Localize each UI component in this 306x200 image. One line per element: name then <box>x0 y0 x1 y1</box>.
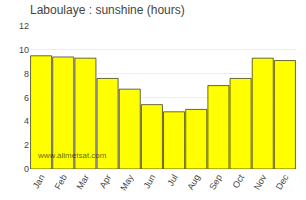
svg-text:Aug: Aug <box>185 173 202 192</box>
svg-text:Jun: Jun <box>142 173 158 191</box>
svg-text:Sep: Sep <box>207 173 224 192</box>
svg-text:Mar: Mar <box>75 173 91 191</box>
svg-text:May: May <box>118 172 135 192</box>
svg-text:8: 8 <box>24 69 29 79</box>
svg-text:Oct: Oct <box>231 172 247 190</box>
svg-text:Apr: Apr <box>98 173 114 190</box>
svg-text:Nov: Nov <box>252 172 269 191</box>
svg-text:Jan: Jan <box>31 173 47 191</box>
svg-text:Feb: Feb <box>52 173 68 191</box>
svg-text:Laboulaye : sunshine (hours): Laboulaye : sunshine (hours) <box>30 3 185 17</box>
svg-text:12: 12 <box>19 21 29 31</box>
svg-text:0: 0 <box>24 164 29 174</box>
svg-text:6: 6 <box>24 93 29 103</box>
svg-text:4: 4 <box>24 116 29 126</box>
svg-text:2: 2 <box>24 140 29 150</box>
svg-text:10: 10 <box>19 45 29 55</box>
svg-text:Jul: Jul <box>165 173 179 188</box>
svg-text:Dec: Dec <box>274 172 291 191</box>
svg-text:www.allmetsat.com: www.allmetsat.com <box>37 151 107 160</box>
